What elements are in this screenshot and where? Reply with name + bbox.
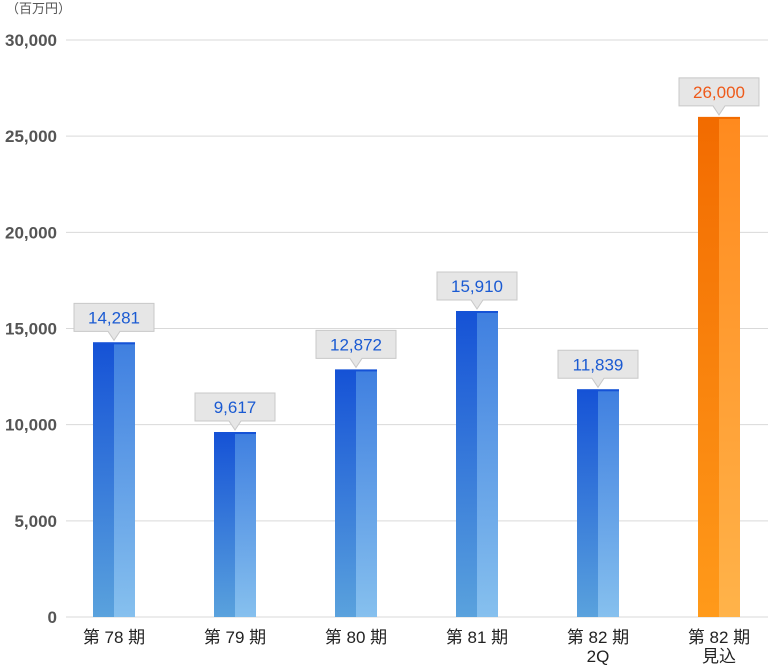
data-label: 26,000 — [678, 77, 760, 116]
bar — [214, 432, 256, 617]
x-tick-label: 第 82 期 — [567, 628, 629, 647]
data-label: 9,617 — [194, 392, 276, 431]
bar — [577, 389, 619, 617]
data-label: 11,839 — [557, 349, 639, 389]
y-tick-label: 15,000 — [5, 320, 57, 339]
x-tick-label: 2Q — [587, 647, 610, 666]
data-label-text: 9,617 — [214, 398, 257, 417]
x-tick-label: 第 81 期 — [446, 628, 508, 647]
y-tick-label: 25,000 — [5, 127, 57, 146]
data-label: 15,910 — [436, 271, 518, 310]
x-tick-label: 第 79 期 — [204, 628, 266, 647]
bar — [93, 342, 135, 617]
data-label-text: 26,000 — [693, 83, 745, 102]
grid-lines — [66, 39, 768, 618]
y-tick-label: 5,000 — [14, 512, 57, 531]
data-label-text: 11,839 — [573, 355, 624, 374]
data-label: 12,872 — [315, 329, 397, 369]
y-axis-ticks: 0 5,000 10,000 15,000 20,000 25,000 30,000 — [5, 31, 57, 627]
bar — [698, 116, 740, 617]
x-axis-ticks: 第 78 期第 79 期第 80 期第 81 期第 82 期2Q第 82 期見込 — [83, 628, 750, 666]
bars — [93, 116, 740, 617]
y-tick-label: 30,000 — [5, 31, 57, 50]
bar — [456, 310, 498, 617]
data-label-text: 14,281 — [88, 308, 140, 327]
data-label-text: 15,910 — [451, 277, 503, 296]
x-tick-label: 第 80 期 — [325, 628, 387, 647]
y-tick-label: 0 — [48, 608, 57, 627]
data-labels: 14,281 9,617 12,872 15,910 11,839 26,000 — [73, 77, 760, 431]
x-tick-label: 第 78 期 — [83, 628, 145, 647]
x-tick-label: 第 82 期 — [688, 628, 750, 647]
y-tick-label: 10,000 — [5, 416, 57, 435]
x-tick-label: 見込 — [702, 647, 736, 666]
data-label: 14,281 — [73, 302, 155, 342]
data-label-text: 12,872 — [330, 335, 382, 354]
y-tick-label: 20,000 — [5, 223, 57, 242]
bar — [335, 369, 377, 617]
unit-label: （百万円） — [6, 1, 72, 16]
